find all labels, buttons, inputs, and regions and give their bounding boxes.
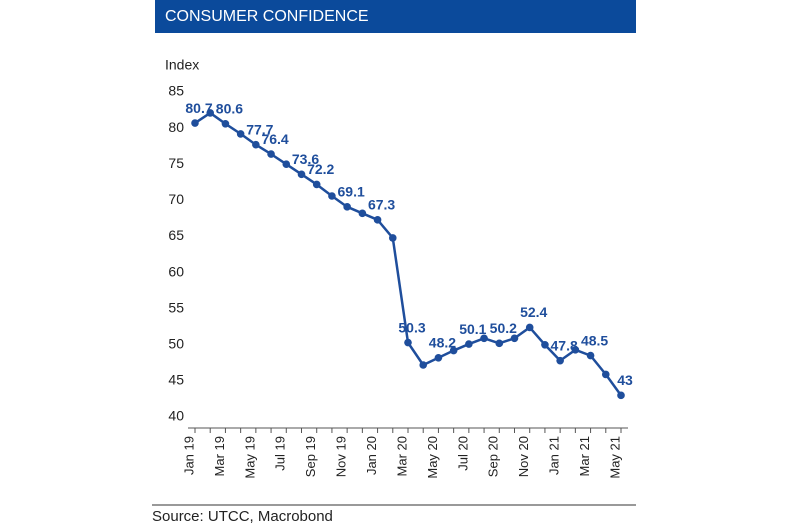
point bbox=[373, 216, 382, 224]
x-tick-label: Nov 19 bbox=[334, 436, 349, 477]
point bbox=[449, 346, 458, 355]
x-tick-label: May 20 bbox=[425, 436, 440, 479]
point bbox=[510, 334, 519, 343]
data-label: 80.7 bbox=[185, 100, 212, 116]
x-tick-label: Jul 19 bbox=[273, 436, 288, 471]
point bbox=[282, 160, 291, 169]
y-tick-label: 45 bbox=[168, 372, 184, 388]
point bbox=[328, 192, 336, 200]
point bbox=[465, 340, 473, 348]
y-tick-label: 50 bbox=[168, 335, 184, 351]
y-tick-label: 75 bbox=[168, 155, 184, 171]
title-bar bbox=[155, 0, 636, 33]
data-label: 43 bbox=[617, 372, 633, 388]
point bbox=[541, 340, 549, 349]
x-tick-label: Jan 19 bbox=[181, 436, 196, 475]
point bbox=[191, 119, 199, 127]
data-label: 52.4 bbox=[520, 304, 547, 320]
data-label: 80.6 bbox=[216, 100, 243, 116]
y-tick-label: 65 bbox=[168, 227, 184, 243]
data-label: 77.7 bbox=[246, 121, 273, 137]
y-tick-label: 40 bbox=[168, 408, 184, 424]
data-label: 47.8 bbox=[551, 337, 578, 353]
point bbox=[404, 338, 412, 347]
data-label: 50.3 bbox=[398, 319, 425, 335]
point bbox=[206, 109, 215, 117]
data-label: 72.2 bbox=[307, 161, 334, 177]
x-tick-label: Jul 20 bbox=[455, 436, 470, 471]
y-axis-label: Index bbox=[165, 57, 199, 73]
point bbox=[297, 170, 306, 179]
data-label: 48.2 bbox=[429, 334, 456, 350]
data-label: 48.5 bbox=[581, 332, 608, 348]
point bbox=[343, 203, 351, 211]
y-tick-label: 60 bbox=[168, 263, 184, 279]
x-tick-label: Jan 21 bbox=[547, 436, 562, 475]
point bbox=[617, 391, 625, 400]
x-tick-label: Jan 20 bbox=[364, 436, 379, 475]
chart-title: CONSUMER CONFIDENCE bbox=[165, 8, 369, 25]
data-label: 67.3 bbox=[368, 197, 395, 213]
point bbox=[267, 150, 275, 158]
point bbox=[434, 353, 443, 362]
y-tick-label: 70 bbox=[168, 191, 184, 207]
point bbox=[586, 351, 595, 360]
point bbox=[556, 356, 564, 365]
x-tick-label: May 19 bbox=[242, 436, 257, 479]
point bbox=[480, 334, 488, 343]
point bbox=[419, 361, 428, 369]
point bbox=[601, 370, 610, 379]
point bbox=[221, 119, 230, 128]
data-label: 69.1 bbox=[338, 184, 365, 200]
y-tick-label: 85 bbox=[168, 83, 184, 99]
x-tick-label: May 21 bbox=[607, 436, 622, 479]
point bbox=[358, 209, 367, 218]
point bbox=[495, 339, 504, 348]
point bbox=[252, 140, 260, 149]
data-label: 76.4 bbox=[261, 131, 288, 147]
point bbox=[312, 180, 321, 189]
data-label: 50.1 bbox=[459, 321, 486, 337]
source: Source: UTCC, Macrobond bbox=[152, 508, 333, 525]
point bbox=[571, 346, 580, 354]
point bbox=[236, 130, 245, 138]
data-label: 50.2 bbox=[490, 320, 517, 336]
point bbox=[525, 323, 534, 332]
y-tick-label: 55 bbox=[168, 299, 184, 315]
point bbox=[388, 234, 397, 242]
x-tick-label: Mar 20 bbox=[394, 436, 409, 476]
x-tick-label: Sep 19 bbox=[303, 436, 318, 477]
x-tick-label: Mar 21 bbox=[577, 436, 592, 476]
y-tick-label: 80 bbox=[168, 119, 184, 135]
x-tick-label: Sep 20 bbox=[486, 436, 501, 477]
x-tick-label: Nov 20 bbox=[516, 436, 531, 477]
data-label: 73.6 bbox=[292, 151, 319, 167]
x-tick-label: Mar 19 bbox=[212, 436, 227, 476]
